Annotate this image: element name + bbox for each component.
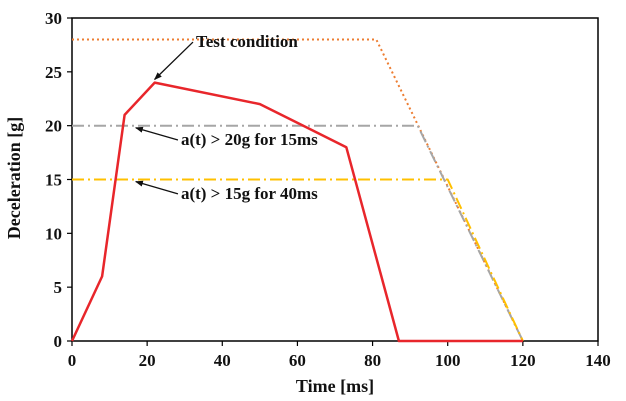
series-line-0 <box>70 81 523 343</box>
annotation-arrow <box>153 41 194 81</box>
annotation-label: a(t) > 15g for 40ms <box>181 184 318 203</box>
series-line-2 <box>72 124 524 342</box>
y-tick-label: 15 <box>45 171 62 190</box>
series-line-1 <box>72 38 524 342</box>
x-tick-label: 20 <box>139 351 156 370</box>
y-tick-label: 5 <box>54 278 63 297</box>
y-tick-label: 20 <box>45 117 62 136</box>
annotation-label: Test condition <box>196 32 298 51</box>
y-tick-label: 30 <box>45 9 62 28</box>
x-tick-label: 120 <box>510 351 536 370</box>
x-tick-label: 40 <box>214 351 231 370</box>
x-tick-label: 80 <box>364 351 381 370</box>
y-tick-label: 0 <box>54 332 63 351</box>
y-tick-label: 25 <box>45 63 62 82</box>
x-tick-label: 100 <box>435 351 461 370</box>
x-axis-label: Time [ms] <box>296 376 374 396</box>
x-tick-label: 0 <box>68 351 77 370</box>
x-tick-label: 60 <box>289 351 306 370</box>
y-tick-label: 10 <box>45 224 62 243</box>
annotation-arrow <box>134 126 179 141</box>
annotation-label: a(t) > 20g for 15ms <box>181 130 318 149</box>
plot-frame <box>71 17 599 342</box>
annotation-arrow <box>134 180 179 195</box>
x-tick-label: 140 <box>585 351 611 370</box>
series-line-3 <box>72 178 524 342</box>
y-axis-label: Deceleration [g] <box>4 117 24 239</box>
